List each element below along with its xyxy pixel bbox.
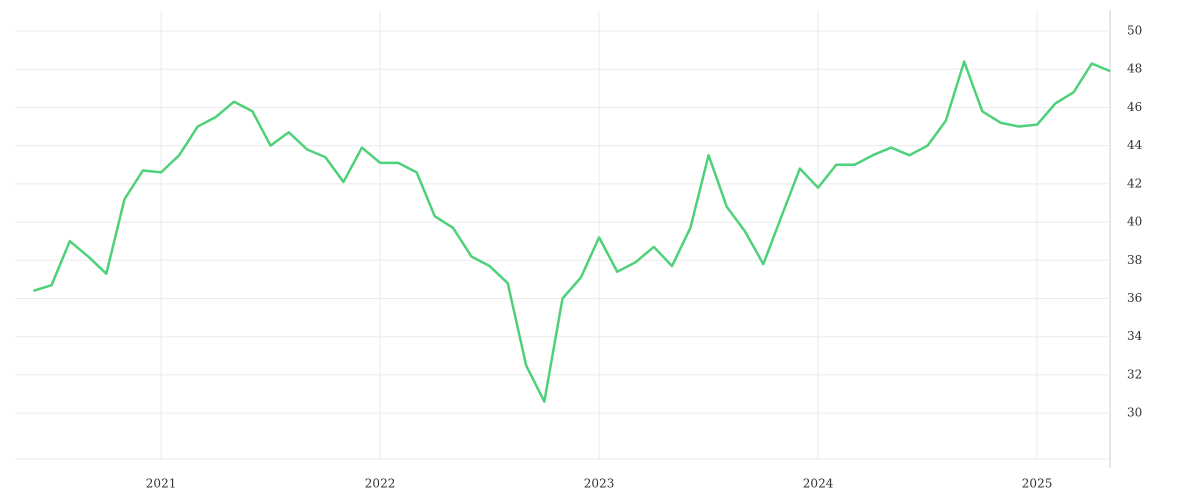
x-tick-label: 2024 (803, 477, 834, 491)
y-tick-label: 32 (1127, 367, 1142, 381)
y-tick-label: 36 (1127, 291, 1142, 305)
y-tick-label: 34 (1127, 329, 1143, 343)
line (33, 60, 1111, 403)
y-tick-label: 42 (1127, 176, 1142, 190)
y-tick-label: 48 (1127, 62, 1142, 76)
x-tick-label: 2022 (365, 477, 396, 491)
y-tick-label: 40 (1127, 215, 1142, 229)
y-tick-label: 44 (1127, 138, 1143, 152)
x-tick-label: 2023 (584, 477, 615, 491)
y-tick-label: 38 (1127, 253, 1142, 267)
x-tick-label: 2025 (1022, 477, 1053, 491)
y-tick-label: 46 (1127, 100, 1142, 114)
y-tick-label: 30 (1127, 406, 1142, 420)
x-tick-label: 2021 (146, 477, 177, 491)
y-tick-label: 50 (1127, 24, 1142, 38)
